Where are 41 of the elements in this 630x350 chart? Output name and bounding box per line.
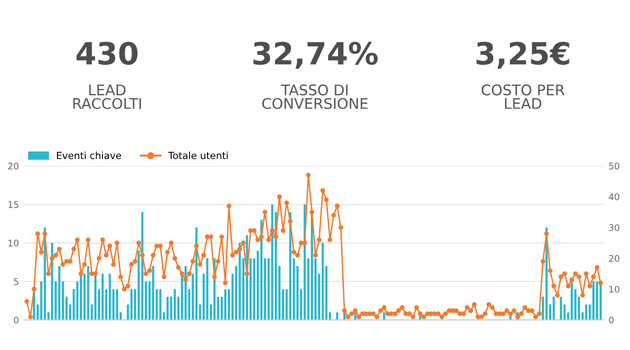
y-tick-label: 10	[8, 240, 18, 246]
y-tick-label: 5	[14, 278, 18, 285]
bar	[159, 289, 162, 320]
text: LEAD RACCOLTI	[73, 84, 141, 110]
y2-tick-label: 30	[609, 224, 620, 232]
bar	[585, 304, 588, 320]
bar	[336, 312, 338, 320]
bar	[141, 212, 144, 320]
bar	[58, 266, 60, 320]
text: COSTO PER LEAD	[482, 84, 565, 109]
text: TASSO DI CONVERSIONE	[262, 84, 368, 110]
legend-label: Eventi chiave	[56, 152, 122, 160]
bar	[592, 281, 595, 320]
bar	[271, 204, 274, 320]
bar	[322, 242, 324, 320]
bar	[166, 296, 169, 320]
text: 3,25€	[476, 42, 570, 69]
y-tick-label: 20	[8, 162, 18, 170]
y-tick-label: 0	[14, 316, 18, 324]
bar	[174, 289, 176, 320]
bar	[152, 266, 154, 320]
bar	[596, 281, 598, 320]
bar	[87, 266, 90, 320]
y2-tick-label: 50	[609, 162, 620, 170]
bar	[238, 242, 241, 320]
y2-tick-label: 0	[608, 316, 614, 324]
bar	[206, 258, 208, 320]
y2-tick-label: 40	[608, 193, 620, 200]
text: 32,74%	[253, 42, 378, 69]
bar	[108, 274, 111, 320]
bar	[560, 296, 562, 320]
y-tick-label: 15	[8, 201, 18, 208]
bar	[116, 289, 118, 320]
legend-label: Totale utenti	[168, 152, 228, 160]
y2-tick-label: 20	[609, 255, 620, 262]
bar	[552, 296, 555, 320]
y2-tick-label: 10	[609, 286, 620, 293]
bar	[130, 289, 133, 320]
bar	[224, 289, 226, 320]
text: 430	[76, 42, 138, 65]
bar	[102, 274, 104, 320]
